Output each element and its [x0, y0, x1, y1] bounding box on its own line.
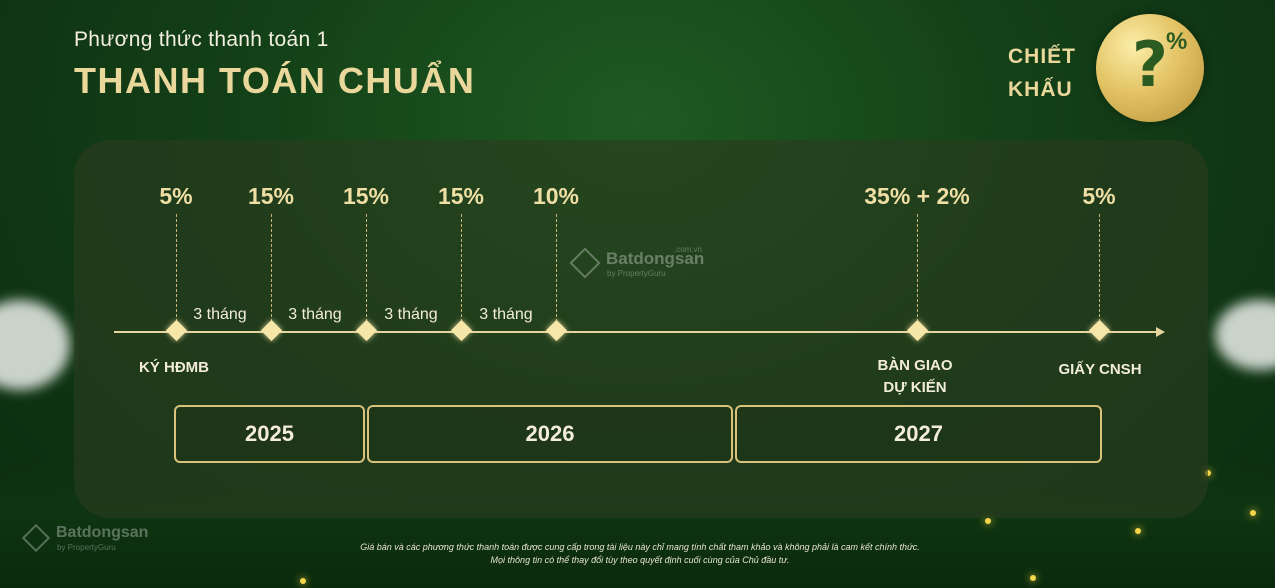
discount-coin-icon: ? %	[1096, 14, 1204, 122]
sparkle	[1135, 528, 1141, 534]
page-subtitle: Phương thức thanh toán 1	[74, 28, 329, 51]
disclaimer-line1: Giá bán và các phương thức thanh toán đư…	[360, 542, 920, 552]
watermark-brand-corner: Batdongsan	[56, 524, 149, 541]
milestone-handover-line2: DỰ KIẾN	[883, 379, 947, 396]
milestone-certificate: GIẤY CNSH	[1058, 361, 1142, 378]
percent-icon: %	[1166, 28, 1188, 55]
year-box-2026: 2026	[367, 405, 733, 463]
discount-label: CHIẾT KHẤU	[1008, 40, 1076, 106]
discount-label-line1: CHIẾT	[1008, 45, 1076, 68]
interval-label: 3 tháng	[384, 306, 438, 323]
watermark-by-corner: by PropertyGuru	[57, 543, 116, 552]
payment-percent: 15%	[437, 183, 485, 209]
dashed-connector	[176, 214, 177, 322]
dashed-connector	[556, 214, 557, 322]
milestone-sign-contract: KÝ HĐMB	[139, 359, 209, 376]
page-title: THANH TOÁN CHUẨN	[74, 60, 476, 101]
payment-percent: 10%	[532, 183, 580, 209]
question-mark-icon: ?	[1132, 28, 1168, 101]
sparkle	[300, 578, 306, 584]
payment-percent: 35% + 2%	[864, 183, 970, 209]
milestone-handover: BÀN GIAO DỰ KIẾN	[835, 355, 995, 399]
payment-percent: 15%	[342, 183, 390, 209]
watermark-brand: Batdongsan	[606, 249, 705, 268]
interval-label: 3 tháng	[288, 306, 342, 323]
watermark-by: by PropertyGuru	[607, 269, 666, 278]
disclaimer: Giá bán và các phương thức thanh toán đư…	[280, 541, 1000, 567]
dashed-connector	[366, 214, 367, 322]
milestone-handover-line1: BÀN GIAO	[877, 357, 953, 374]
dashed-connector	[271, 214, 272, 322]
payment-percent: 5%	[1082, 183, 1116, 209]
disclaimer-line2: Mọi thông tin có thể thay đổi tùy theo q…	[490, 555, 790, 565]
year-box-2025: 2025	[174, 405, 365, 463]
payment-percent: 5%	[159, 183, 193, 209]
payment-percent: 15%	[247, 183, 295, 209]
dashed-connector	[461, 214, 462, 322]
interval-label: 3 tháng	[193, 306, 247, 323]
cloud-left	[0, 300, 70, 390]
dashed-connector	[917, 214, 918, 322]
discount-label-line2: KHẤU	[1008, 78, 1073, 101]
cloud-right	[1215, 300, 1275, 370]
year-box-2027: 2027	[735, 405, 1102, 463]
sparkle	[1250, 510, 1256, 516]
arrow-right-icon	[1156, 327, 1165, 337]
watermark-domain: .com.vn	[674, 245, 703, 254]
sparkle	[1205, 470, 1211, 476]
interval-label: 3 tháng	[479, 306, 533, 323]
dashed-connector	[1099, 214, 1100, 322]
timeline-axis	[114, 331, 1160, 333]
sparkle	[985, 518, 991, 524]
sparkle	[1030, 575, 1036, 581]
